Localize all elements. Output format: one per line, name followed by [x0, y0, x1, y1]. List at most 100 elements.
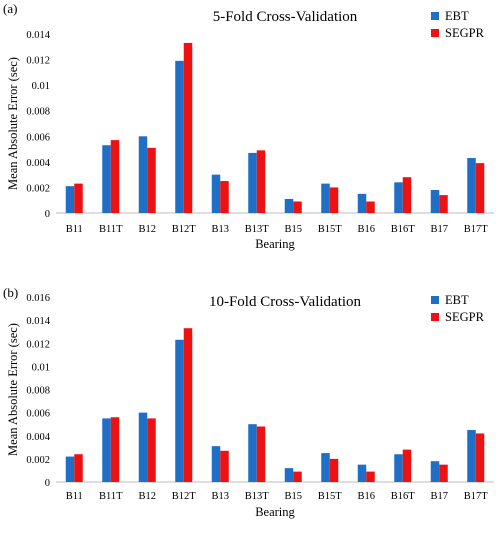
- chart1-bar-segpr-b16t: [402, 177, 412, 213]
- chart1-bar-segpr-b11t: [110, 140, 120, 213]
- chart1-y-tick-label: 0.006: [26, 132, 50, 143]
- chart2-y-tick-label: 0.01: [32, 362, 50, 373]
- chart1-bar-segpr-b11: [74, 183, 83, 213]
- chart2-bar-ebt-b15: [284, 468, 294, 482]
- chart1-x-axis-label: Bearing: [255, 237, 295, 251]
- chart2-bar-segpr-b12: [147, 418, 156, 482]
- chart1-bar-segpr-b17t: [475, 163, 485, 213]
- chart2-y-tick-label: 0.004: [26, 432, 50, 443]
- chart2-x-tick-label: B17T: [464, 491, 489, 502]
- chart1-bar-ebt-b12: [138, 136, 148, 213]
- chart2-bar-ebt-b12t: [175, 339, 184, 482]
- chart1-bar-ebt-b11: [65, 186, 75, 213]
- chart2-y-tick-label: 0.016: [26, 293, 50, 304]
- chart2-x-tick-label: B13T: [245, 491, 270, 502]
- chart1-y-axis-label: Mean Absolute Error (sec): [6, 57, 20, 190]
- chart2-x-tick-label: B13: [211, 491, 229, 502]
- chart2-x-tick-label: B16: [357, 491, 375, 502]
- chart2-y-tick-label: 0.012: [26, 339, 50, 350]
- chart2-bar-ebt-b13: [211, 446, 221, 482]
- chart2-bar-ebt-b16: [357, 464, 367, 482]
- chart2-y-tick-label: 0.002: [26, 455, 50, 466]
- chart2-bar-segpr-b11t: [110, 417, 120, 482]
- chart2-x-tick-label: B12: [138, 491, 156, 502]
- chart1-x-tick-label: B11T: [99, 224, 123, 235]
- chart1-bar-ebt-b11t: [102, 145, 111, 213]
- chart2-x-tick-label: B12T: [172, 491, 197, 502]
- chart1-title: 5-Fold Cross-Validation: [213, 9, 358, 25]
- chart1-bar-segpr-b17: [439, 195, 448, 213]
- chart1-x-tick-label: B13T: [245, 224, 270, 235]
- chart1-y-tick-label: 0.01: [32, 81, 50, 92]
- chart2-bar-ebt-b11: [65, 456, 75, 482]
- chart2-x-axis-label: Bearing: [255, 505, 295, 519]
- chart2-x-tick-label: B11: [66, 491, 83, 502]
- chart1-bar-ebt-b13: [211, 174, 221, 213]
- chart1-bar-segpr-b15: [293, 201, 302, 213]
- chart1-bar-ebt-b17: [430, 189, 440, 213]
- chart1-bar-ebt-b17t: [467, 158, 476, 213]
- chart2-bar-segpr-b13t: [256, 426, 266, 482]
- chart1-y-tick-label: 0: [45, 209, 50, 220]
- chart1-panel-label: (a): [3, 1, 17, 16]
- chart1-bar-ebt-b16t: [394, 182, 403, 213]
- chart2-bar-ebt-b11t: [102, 418, 111, 482]
- chart2-bar-segpr-b17t: [475, 433, 485, 482]
- chart2-title: 10-Fold Cross-Validation: [209, 294, 362, 310]
- chart1-y-tick-label: 0.014: [26, 30, 50, 41]
- chart1-y-tick-label: 0.008: [26, 107, 50, 118]
- chart2-legend-label-ebt: EBT: [445, 293, 469, 307]
- chart1-bar-ebt-b12t: [175, 60, 184, 213]
- chart2-bar-segpr-b12t: [183, 328, 193, 482]
- chart2-bar-segpr-b15: [293, 471, 302, 482]
- chart2-y-tick-label: 0: [45, 478, 50, 489]
- chart1-x-tick-label: B16T: [391, 224, 416, 235]
- chart2-bar-segpr-b16: [366, 471, 375, 482]
- chart1-y-tick-label: 0.012: [26, 56, 50, 67]
- chart1-x-tick-label: B12: [138, 224, 156, 235]
- chart2-bar-ebt-b16t: [394, 454, 403, 482]
- chart1-bar-ebt-b15: [284, 198, 294, 213]
- chart1-x-tick-label: B16: [357, 224, 375, 235]
- chart1-bar-segpr-b13t: [256, 150, 266, 213]
- chart2-bar-ebt-b17: [430, 461, 440, 482]
- chart1-bar-segpr-b12: [147, 147, 156, 213]
- chart1-x-tick-label: B12T: [172, 224, 197, 235]
- chart2-x-tick-label: B15T: [318, 491, 343, 502]
- chart1-x-tick-label: B17T: [464, 224, 489, 235]
- chart1-bar-segpr-b16: [366, 201, 375, 213]
- chart2-y-tick-label: 0.014: [26, 316, 50, 327]
- chart1-x-tick-label: B15T: [318, 224, 343, 235]
- chart2-bar-segpr-b15t: [329, 458, 339, 482]
- chart1-bar-ebt-b16: [357, 193, 367, 213]
- chart2-bar-segpr-b17: [439, 464, 448, 482]
- chart2-y-axis-label: Mean Absolute Error (sec): [6, 323, 20, 456]
- chart1-bar-segpr-b15t: [329, 187, 339, 213]
- chart2-bar-segpr-b16t: [402, 449, 412, 482]
- chart2-legend-swatch-segpr: [431, 313, 439, 321]
- chart1-bar-ebt-b13t: [248, 152, 257, 213]
- chart2-bar-ebt-b15t: [321, 453, 330, 482]
- chart1-x-tick-label: B15: [284, 224, 302, 235]
- chart2-x-tick-label: B11T: [99, 491, 123, 502]
- chart1-legend-swatch-segpr: [431, 29, 439, 37]
- chart2-x-tick-label: B17: [430, 491, 448, 502]
- chart2-bar-segpr-b11: [74, 454, 83, 482]
- chart2-bar-ebt-b17t: [467, 429, 476, 482]
- chart2-legend-label-segpr: SEGPR: [445, 310, 485, 324]
- chart2-bar-segpr-b13: [220, 450, 229, 482]
- chart1-bar-segpr-b13: [220, 181, 229, 213]
- chart2-y-tick-label: 0.006: [26, 409, 50, 420]
- chart1-bar-segpr-b12t: [183, 42, 193, 214]
- chart2-legend-swatch-ebt: [431, 296, 439, 304]
- chart1-bar-ebt-b15t: [321, 183, 330, 213]
- chart1-legend-swatch-ebt: [431, 12, 439, 20]
- chart1-legend-label-ebt: EBT: [445, 9, 469, 23]
- chart2-bar-ebt-b13t: [248, 424, 257, 482]
- chart2-x-tick-label: B15: [284, 491, 302, 502]
- chart1-y-tick-label: 0.004: [26, 158, 50, 169]
- chart1-x-tick-label: B13: [211, 224, 229, 235]
- chart2-panel-label: (b): [3, 285, 18, 300]
- chart1-x-tick-label: B17: [430, 224, 448, 235]
